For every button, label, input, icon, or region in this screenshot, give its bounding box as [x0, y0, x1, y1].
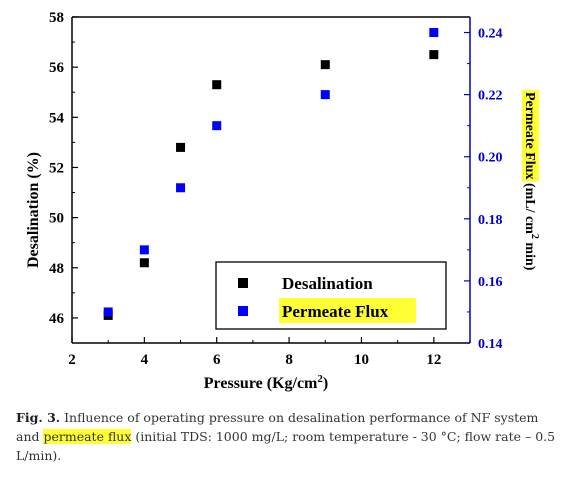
desalination-point	[212, 80, 222, 90]
left-tick-label: 58	[49, 10, 64, 26]
data-points	[103, 28, 439, 320]
right-y-axis: 0.14 0.16 0.18 0.20 0.22 0.24	[464, 27, 503, 352]
left-tick-label: 52	[49, 160, 64, 176]
left-axis-label: Desalination (%)	[25, 152, 42, 268]
x-axis-label-sup: 2	[317, 373, 323, 385]
caption-highlight: permeate flux	[43, 429, 132, 444]
permeate-flux-point	[176, 183, 186, 193]
legend-highlight	[279, 298, 416, 323]
x-tick-label: 8	[285, 352, 293, 368]
right-axis-label-highlight-bg	[522, 90, 539, 182]
permeate-flux-point	[103, 307, 113, 317]
left-tick-label: 54	[49, 110, 65, 126]
caption-figure-label: Fig. 3.	[16, 410, 61, 425]
x-tick-label: 4	[141, 352, 149, 368]
legend-label: Desalination	[282, 274, 373, 293]
right-tick-label: 0.22	[478, 89, 503, 104]
figure-caption: Fig. 3. Influence of operating pressure …	[16, 408, 561, 465]
right-tick-label: 0.18	[478, 213, 503, 228]
right-tick-label: 0.24	[478, 27, 503, 42]
right-tick-label: 0.16	[478, 275, 503, 290]
right-tick-label: 0.14	[478, 337, 503, 352]
right-axis-label-end: min)	[522, 239, 537, 271]
permeate-flux-point	[320, 90, 330, 100]
permeate-flux-point	[212, 121, 222, 131]
permeate-flux-point	[139, 245, 149, 255]
legend-marker	[238, 278, 248, 288]
caption-text-end: (initial TDS: 1000 mg/L; room temperatur…	[16, 429, 556, 463]
right-tick-label: 0.20	[478, 151, 503, 166]
x-tick-label: 2	[68, 352, 76, 368]
desalination-point	[320, 60, 330, 70]
x-axis-label-end: )	[323, 375, 328, 392]
left-tick-label: 48	[49, 261, 64, 277]
desalination-point	[139, 258, 149, 268]
x-tick-label: 6	[213, 352, 221, 368]
left-tick-label: 46	[49, 311, 65, 327]
plot-frame	[71, 16, 471, 344]
x-axis-label-text: Pressure (Kg/cm	[204, 375, 318, 392]
right-axis-label: Permeate Flux (mL/ cm2 min)	[522, 92, 540, 271]
legend-label: Permeate Flux	[282, 302, 389, 321]
x-tick-label: 12	[426, 352, 441, 368]
left-tick-label: 50	[49, 211, 64, 227]
x-axis: 2 4 6 8 10 12	[68, 337, 471, 368]
right-axis-label-text: (mL/ cm	[522, 179, 537, 234]
left-y-axis: 46 48 50 52 54 56 58	[49, 10, 78, 344]
right-axis-label-highlight: Permeate Flux	[522, 92, 537, 179]
x-tick-label: 10	[354, 352, 369, 368]
legend-marker	[238, 306, 248, 316]
left-tick-label: 56	[49, 60, 65, 76]
legend: Desalination Permeate Flux	[215, 261, 447, 330]
caption-text-start: Influence of operating pressure on desal…	[16, 410, 539, 444]
right-axis-label-sup: 2	[529, 234, 540, 239]
x-axis-label: Pressure (Kg/cm2)	[204, 373, 328, 392]
desalination-point	[176, 142, 186, 152]
permeate-flux-point	[429, 28, 439, 38]
desalination-point	[429, 50, 439, 60]
